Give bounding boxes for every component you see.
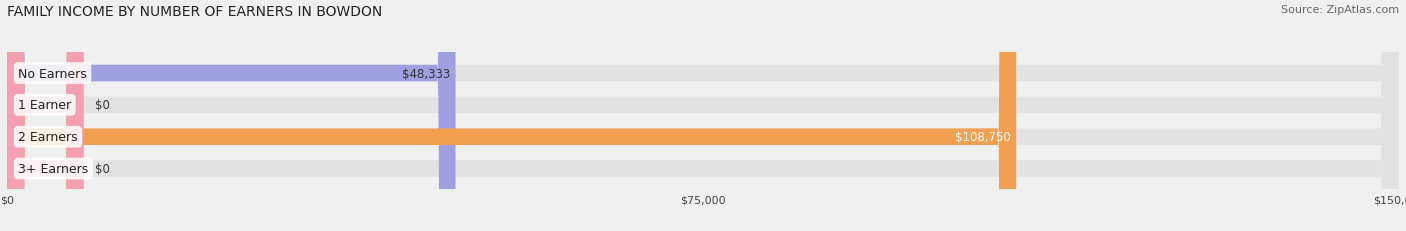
Text: $0: $0 (94, 162, 110, 175)
Text: 3+ Earners: 3+ Earners (18, 162, 89, 175)
FancyBboxPatch shape (7, 0, 1399, 231)
FancyBboxPatch shape (7, 0, 1399, 231)
FancyBboxPatch shape (7, 0, 83, 231)
FancyBboxPatch shape (7, 0, 83, 231)
Text: 2 Earners: 2 Earners (18, 131, 77, 144)
FancyBboxPatch shape (7, 0, 1399, 231)
FancyBboxPatch shape (7, 0, 456, 231)
Text: Source: ZipAtlas.com: Source: ZipAtlas.com (1281, 5, 1399, 15)
Text: $108,750: $108,750 (955, 131, 1011, 144)
Text: No Earners: No Earners (18, 67, 87, 80)
FancyBboxPatch shape (7, 0, 1017, 231)
Text: $0: $0 (94, 99, 110, 112)
Text: 1 Earner: 1 Earner (18, 99, 72, 112)
Text: $48,333: $48,333 (402, 67, 450, 80)
Text: FAMILY INCOME BY NUMBER OF EARNERS IN BOWDON: FAMILY INCOME BY NUMBER OF EARNERS IN BO… (7, 5, 382, 18)
FancyBboxPatch shape (7, 0, 1399, 231)
